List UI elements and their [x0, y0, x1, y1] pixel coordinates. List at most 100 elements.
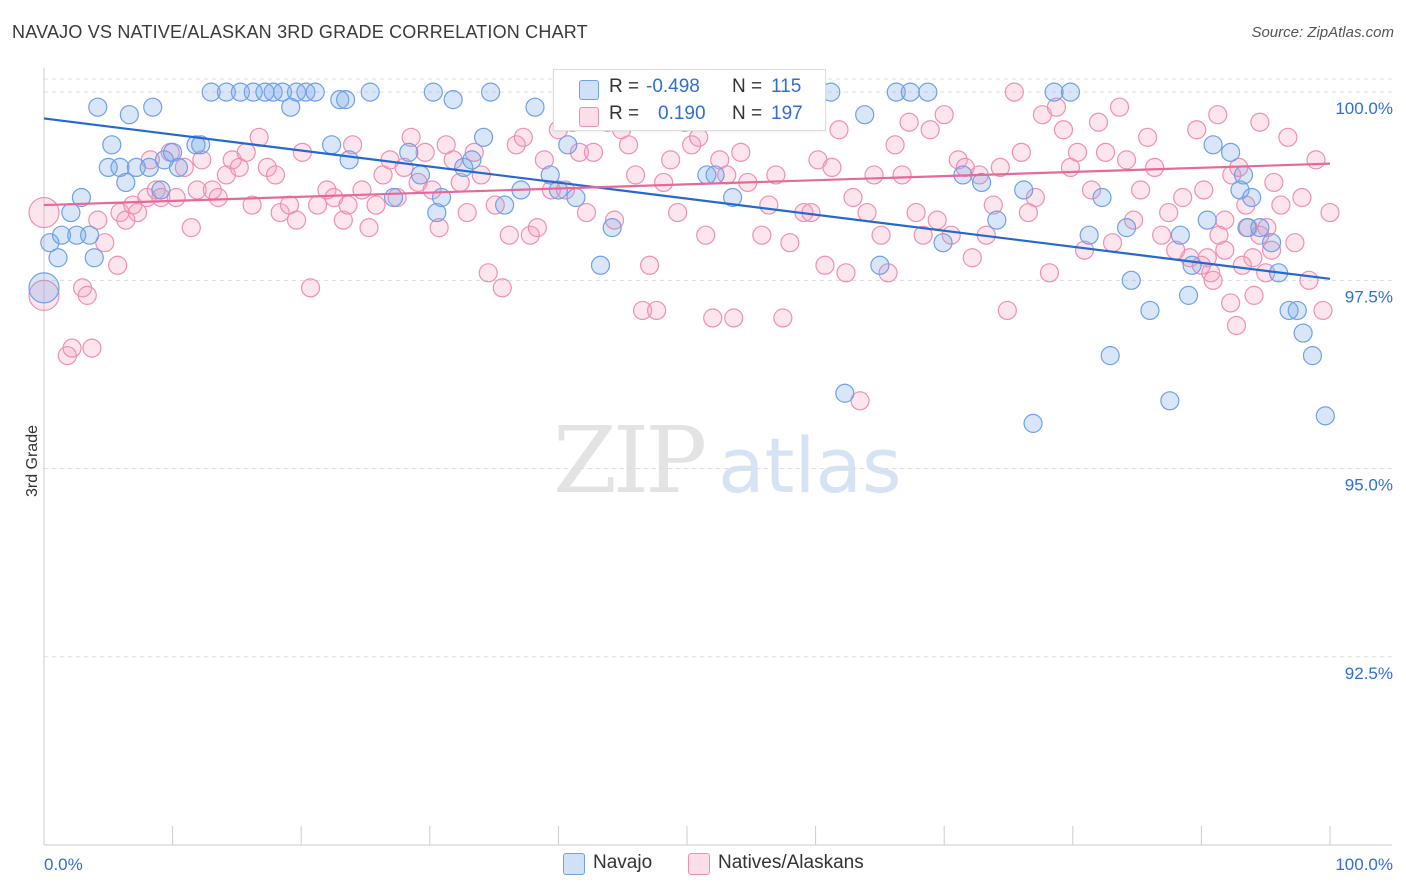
- navajo-point: [1315, 406, 1335, 426]
- y-tick-label: 100.0%: [1335, 99, 1393, 118]
- natives-point: [127, 202, 148, 223]
- y-tick-label: 97.5%: [1345, 287, 1393, 306]
- natives-point: [1187, 120, 1207, 140]
- navajo-point: [119, 105, 139, 125]
- natives-point: [478, 263, 498, 283]
- natives-point: [174, 157, 194, 178]
- navajo-point: [201, 82, 221, 102]
- x-tick-label: 100.0%: [1335, 855, 1393, 874]
- natives-point: [1123, 210, 1144, 230]
- x-tick-label: 0.0%: [44, 855, 83, 874]
- natives-point: [366, 195, 386, 215]
- navajo-point: [1242, 187, 1262, 208]
- natives-point: [1271, 195, 1291, 215]
- navajo-point: [1079, 225, 1099, 245]
- natives-point: [1299, 270, 1319, 290]
- natives-point: [766, 165, 786, 185]
- navajo-point: [870, 255, 890, 275]
- navajo-point: [1302, 346, 1323, 366]
- natives-point: [850, 391, 870, 411]
- natives-point: [731, 142, 751, 162]
- navajo-point: [116, 172, 136, 193]
- natives-point: [1053, 120, 1074, 140]
- natives-point: [668, 202, 688, 223]
- natives-point: [236, 142, 256, 162]
- navajo-point: [399, 142, 419, 162]
- natives-point: [864, 165, 884, 185]
- navajo-point: [272, 82, 293, 102]
- natives-point: [555, 180, 576, 200]
- navajo-point: [40, 233, 60, 253]
- navajo-point: [462, 150, 482, 170]
- natives-point: [187, 180, 207, 200]
- natives-point: [1285, 233, 1305, 253]
- natives-point: [28, 196, 60, 229]
- natives-point: [338, 195, 358, 215]
- natives-point: [1004, 82, 1024, 102]
- navajo-point: [1023, 413, 1043, 433]
- natives-point: [625, 165, 646, 185]
- navajo-legend-label: Navajo: [593, 852, 653, 873]
- natives-point: [181, 218, 201, 238]
- navajo-point: [1230, 180, 1250, 200]
- natives-point: [639, 255, 660, 275]
- navajo-point: [410, 165, 431, 185]
- natives-point: [1215, 240, 1235, 260]
- natives-point: [1243, 248, 1263, 268]
- natives-point: [492, 278, 512, 298]
- natives-point: [1250, 112, 1270, 132]
- natives-n-label: N =: [732, 103, 763, 124]
- natives-point: [604, 210, 625, 230]
- source-label: Source: ZipAtlas.com: [1251, 24, 1394, 41]
- natives-point: [836, 263, 856, 283]
- natives-point: [242, 195, 262, 215]
- natives-point: [1244, 285, 1264, 305]
- natives-point: [780, 233, 800, 253]
- natives-point: [88, 210, 108, 230]
- natives-point: [618, 135, 639, 155]
- y-tick-label: 92.5%: [1345, 664, 1393, 683]
- navajo-point: [1060, 82, 1081, 102]
- navajo-point: [1287, 300, 1307, 321]
- chart-title: NAVAJO VS NATIVE/ALASKAN 3RD GRADE CORRE…: [12, 22, 588, 42]
- natives-point: [1313, 300, 1333, 321]
- natives-point: [527, 218, 547, 238]
- navajo-point: [1100, 346, 1120, 366]
- navajo-point: [1116, 218, 1137, 238]
- natives-point: [257, 157, 277, 178]
- navajo-point: [84, 248, 104, 268]
- navajo-point: [480, 82, 501, 102]
- natives-point: [77, 285, 97, 305]
- natives-point: [878, 263, 898, 283]
- natives-point: [513, 127, 533, 147]
- natives-point: [457, 202, 477, 223]
- natives-point: [1278, 127, 1298, 147]
- navajo-point: [1233, 165, 1254, 185]
- navajo-point: [143, 97, 163, 117]
- navajo-point: [548, 180, 569, 200]
- navajo-point: [305, 82, 325, 102]
- navajo-point: [558, 135, 578, 155]
- natives-n-value: 197: [771, 103, 803, 124]
- natives-point: [1011, 142, 1031, 162]
- natives-point: [871, 225, 891, 245]
- navajo-point: [216, 82, 236, 102]
- navajo-point: [61, 202, 81, 223]
- natives-point: [82, 338, 102, 358]
- navajo-point: [987, 210, 1007, 230]
- natives-point: [1131, 180, 1151, 200]
- watermark-atlas: atlas: [718, 421, 902, 510]
- navajo-point: [102, 135, 122, 155]
- navajo-point: [855, 105, 875, 125]
- natives-point: [682, 135, 702, 155]
- navajo-n-value: 115: [771, 76, 802, 97]
- navajo-point: [383, 187, 404, 208]
- legend-row-natives: R = 0.190 N = 197: [554, 101, 825, 129]
- natives-point: [1306, 150, 1326, 170]
- natives-point: [724, 308, 744, 328]
- navajo-point: [151, 180, 171, 200]
- natives-legend-label: Natives/Alaskans: [718, 852, 864, 873]
- navajo-legend-swatch: [563, 853, 585, 875]
- natives-point: [703, 308, 723, 328]
- navajo-swatch: [579, 80, 599, 100]
